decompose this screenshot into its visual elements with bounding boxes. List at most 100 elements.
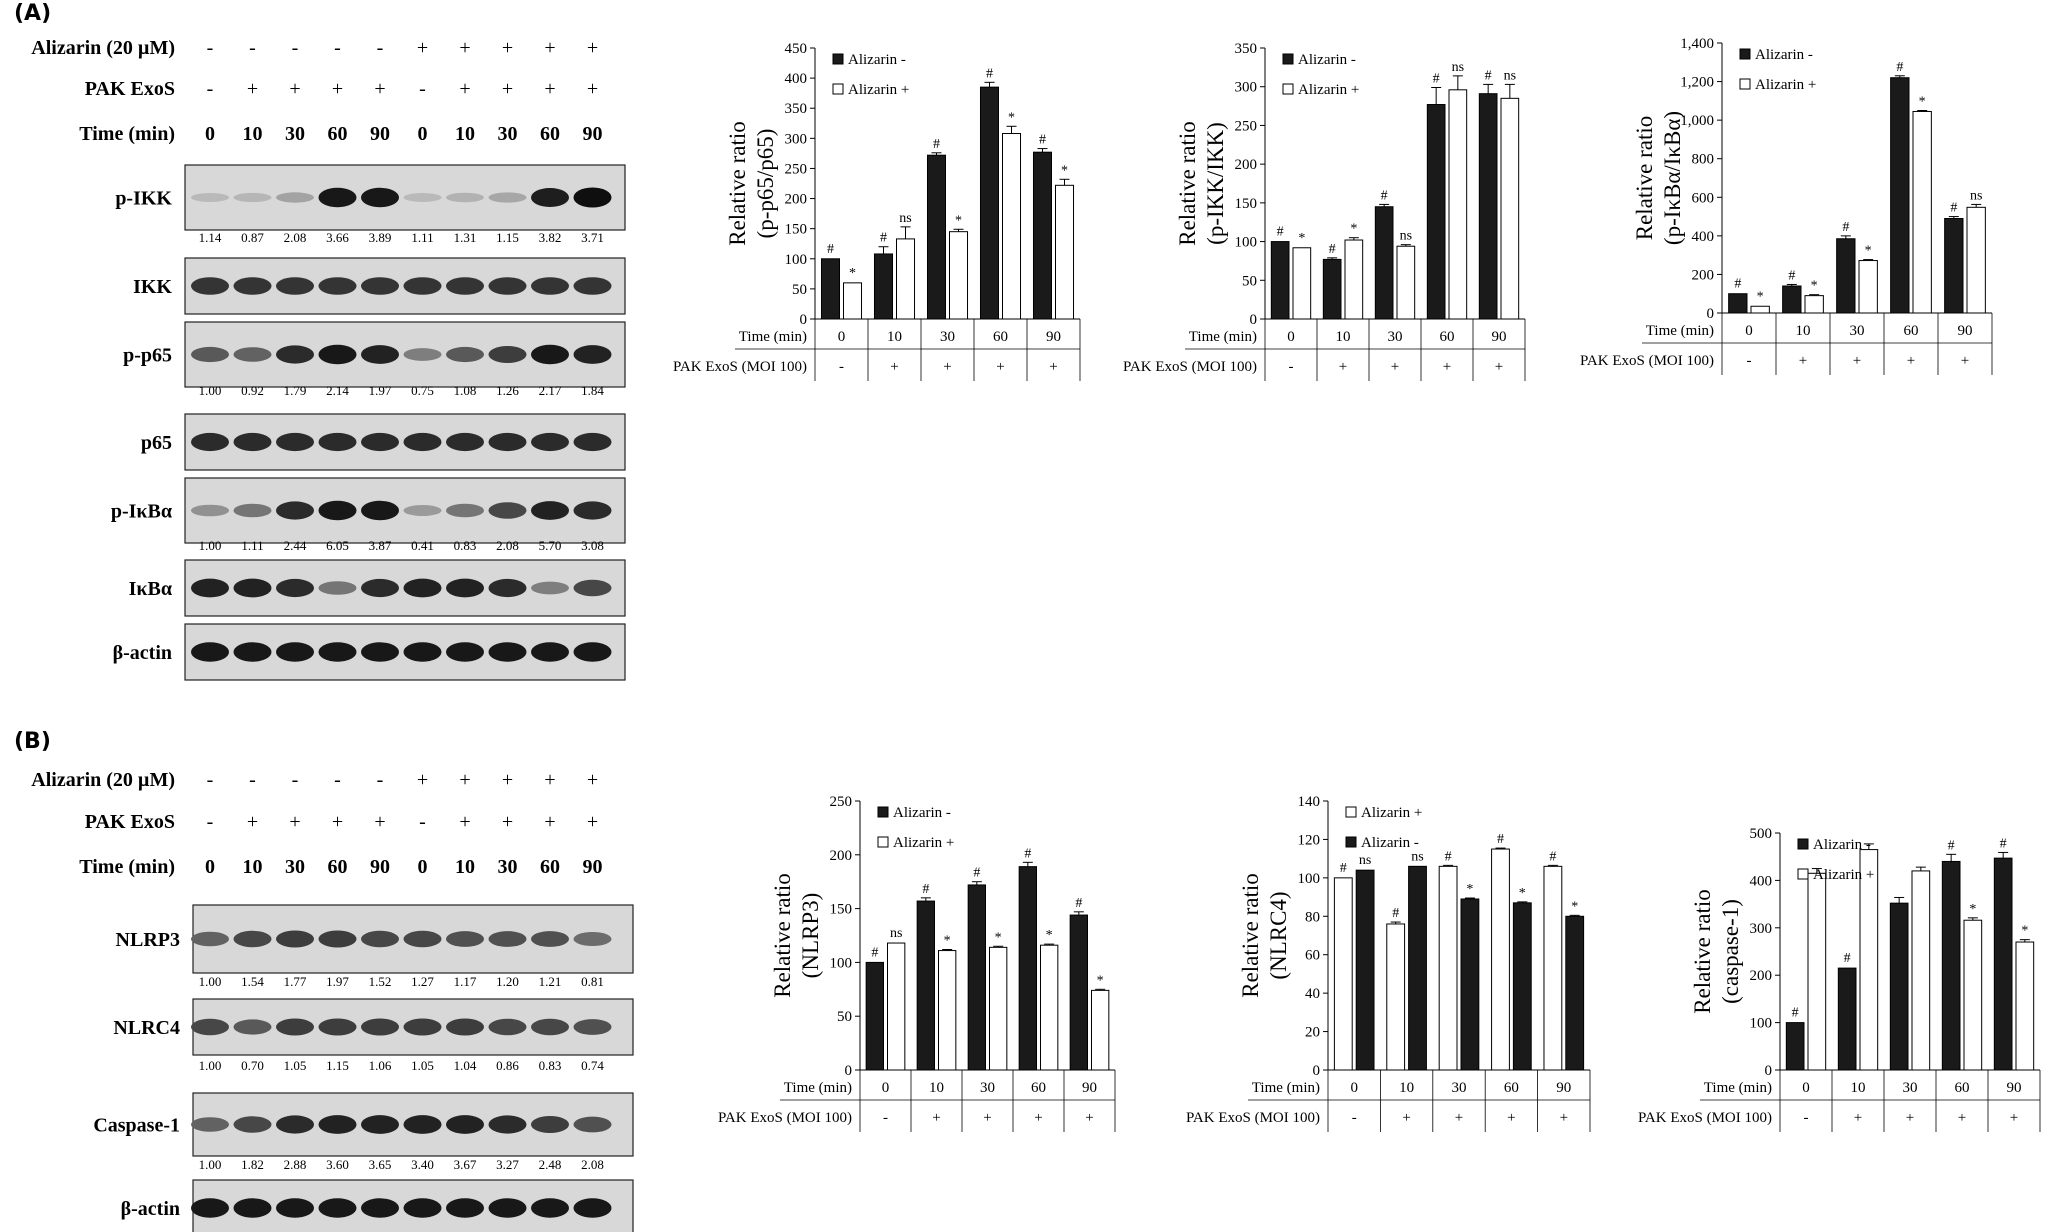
significance-mark: #: [1950, 201, 1957, 216]
blot-label: IKK: [133, 276, 172, 298]
exos-value: +: [1906, 1110, 1914, 1126]
significance-mark: #: [1329, 242, 1336, 257]
blot-band: [191, 432, 229, 452]
bar: [1374, 206, 1394, 320]
bar: [1837, 967, 1857, 1071]
blot-band: [318, 581, 357, 595]
alizarin-value: +: [502, 37, 513, 59]
exos-value: +: [1507, 1110, 1515, 1126]
bar: [1890, 77, 1910, 314]
exos-value: -: [419, 78, 426, 100]
blot-band: [446, 1018, 484, 1036]
bar: [1438, 865, 1458, 1071]
y-tick-label: 300: [785, 131, 808, 147]
exos-value: +: [502, 811, 513, 833]
blot-band: [403, 277, 442, 295]
bar: [1270, 241, 1290, 320]
significance-mark: #: [922, 882, 929, 897]
panel-label: (B): [14, 729, 51, 754]
blot-band: [403, 1018, 442, 1036]
y-tick-label: 0: [845, 1063, 853, 1079]
row-label-time: Time (min): [739, 329, 807, 345]
exos-row-label: PAK ExoS: [85, 78, 175, 100]
y-tick-label: 60: [1305, 948, 1320, 964]
blot-band: [191, 193, 229, 202]
blot-band: [318, 1198, 357, 1218]
band-quant: 2.88: [284, 1157, 307, 1172]
y-tick-label: 400: [785, 71, 808, 87]
blot-band: [488, 277, 527, 295]
y-tick-label: 150: [785, 222, 808, 238]
x-tick-label: 90: [1046, 329, 1061, 345]
y-tick-label: 1,200: [1680, 75, 1714, 91]
time-value: 30: [498, 123, 518, 145]
bar: [938, 950, 957, 1071]
blot-band: [191, 277, 229, 295]
legend-label: Alizarin -: [1813, 837, 1871, 853]
x-tick-label: 30: [1903, 1080, 1918, 1096]
exos-value: +: [587, 811, 598, 833]
x-tick-label: 90: [1492, 329, 1507, 345]
blot-band: [573, 345, 612, 364]
significance-mark: #: [1792, 1006, 1799, 1021]
exos-value: +: [587, 78, 598, 100]
time-value: 60: [328, 856, 348, 878]
y-tick-label: 400: [1692, 229, 1715, 245]
exos-value: +: [247, 811, 258, 833]
band-quant: 3.60: [326, 1157, 349, 1172]
time-value: 60: [328, 123, 348, 145]
significance-mark: #: [986, 66, 993, 81]
significance-mark: *: [1061, 163, 1068, 178]
blot-label: β-actin: [113, 642, 172, 664]
bar: [1966, 206, 1986, 314]
alizarin-value: +: [587, 769, 598, 791]
row-label-time: Time (min): [1704, 1080, 1772, 1096]
x-tick-label: 60: [1440, 329, 1455, 345]
x-tick-label: 60: [1904, 323, 1919, 339]
y-tick-label: 200: [1235, 157, 1258, 173]
x-tick-label: 0: [838, 329, 846, 345]
y-tick-label: 250: [1235, 118, 1258, 134]
band-quant: 0.75: [411, 383, 434, 398]
legend-swatch: [877, 806, 889, 818]
blot-band: [446, 931, 484, 947]
significance-mark: *: [1919, 95, 1926, 110]
blot-band: [531, 277, 569, 295]
blot-band: [488, 578, 527, 598]
blot-band: [318, 500, 357, 521]
exos-value: -: [207, 78, 214, 100]
exos-value: +: [1961, 353, 1969, 369]
blot-label: Caspase-1: [93, 1115, 180, 1137]
y-axis-title-line: Relative ratio: [1690, 889, 1715, 1014]
exos-value: -: [207, 811, 214, 833]
band-quant: 1.05: [284, 1058, 307, 1073]
blot-band: [361, 1198, 399, 1218]
row-label-exos: PAK ExoS (MOI 100): [1186, 1110, 1320, 1126]
exos-value: +: [996, 359, 1004, 375]
blot-band: [488, 432, 527, 452]
band-quant: 3.65: [369, 1157, 392, 1172]
band-quant: 1.26: [496, 383, 519, 398]
blot-band: [531, 432, 569, 452]
y-tick-label: 200: [1692, 267, 1715, 283]
panel-label: (A): [14, 1, 51, 26]
bar: [1491, 848, 1510, 1071]
blot-band: [276, 1198, 314, 1218]
blot-label: p65: [141, 432, 172, 454]
alizarin-value: -: [207, 37, 214, 59]
blot-band: [531, 581, 569, 595]
row-label-exos: PAK ExoS (MOI 100): [1123, 359, 1257, 375]
exos-value: +: [1907, 353, 1915, 369]
band-quant: 3.89: [369, 230, 392, 245]
band-quant: 1.54: [241, 974, 264, 989]
y-axis-title-line: (NLRC4): [1266, 891, 1291, 979]
exos-value: -: [1352, 1110, 1357, 1126]
blot-band: [531, 931, 569, 947]
exos-value: +: [1799, 353, 1807, 369]
bar: [1386, 923, 1406, 1071]
band-quant: 2.48: [539, 1157, 562, 1172]
band-quant: 1.15: [326, 1058, 349, 1073]
significance-mark: ns: [1452, 60, 1464, 75]
blot-band: [361, 187, 399, 208]
